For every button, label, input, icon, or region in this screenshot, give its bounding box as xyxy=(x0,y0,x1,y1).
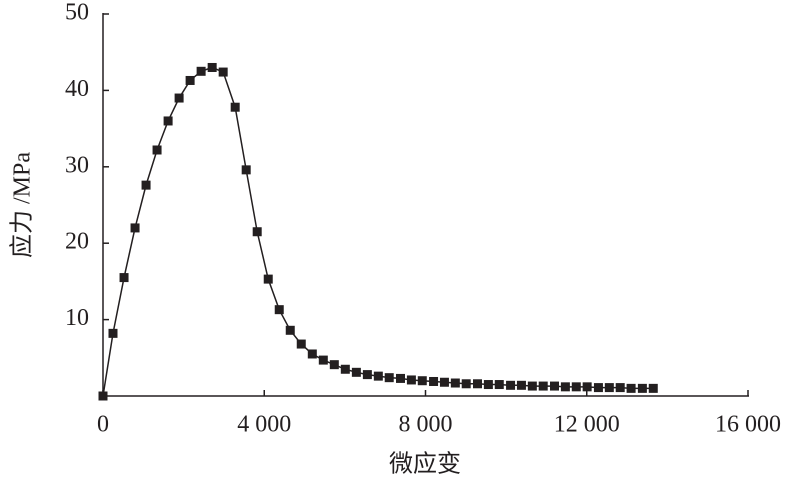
y-tick-label: 10 xyxy=(65,305,89,331)
data-point xyxy=(593,383,603,393)
y-tick-label: 50 xyxy=(65,0,89,26)
x-tick-label: 4 000 xyxy=(237,412,291,438)
x-tick-label: 0 xyxy=(97,412,109,438)
data-point xyxy=(550,381,559,391)
data-point xyxy=(439,377,449,387)
data-point xyxy=(582,382,592,392)
data-point xyxy=(285,325,295,335)
data-point xyxy=(329,360,339,370)
data-point xyxy=(196,66,206,76)
data-point xyxy=(307,349,317,359)
data-point xyxy=(218,67,228,77)
data-point xyxy=(396,373,406,383)
data-point xyxy=(615,383,625,393)
data-point xyxy=(473,379,483,389)
data-point xyxy=(417,376,427,386)
data-point xyxy=(560,382,570,392)
data-point xyxy=(274,305,284,315)
data-point xyxy=(340,364,350,374)
data-point xyxy=(119,273,129,283)
data-point xyxy=(538,381,548,391)
y-tick-label: 20 xyxy=(65,229,89,255)
data-point xyxy=(637,383,647,393)
data-point xyxy=(516,380,526,390)
data-point xyxy=(483,380,493,390)
data-point xyxy=(362,370,372,380)
data-point xyxy=(626,383,636,393)
x-axis-label: 微应变 xyxy=(389,451,461,478)
data-point xyxy=(406,375,416,385)
data-point xyxy=(98,391,108,401)
data-point xyxy=(318,355,328,365)
data-point xyxy=(506,380,516,390)
y-tick-label: 30 xyxy=(65,152,89,178)
data-point xyxy=(152,145,162,155)
x-tick-label: 8 000 xyxy=(399,412,453,438)
data-point xyxy=(163,116,173,126)
data-point xyxy=(185,75,195,85)
data-point xyxy=(130,223,140,233)
data-point xyxy=(571,382,581,392)
data-point xyxy=(141,180,151,190)
data-point xyxy=(241,165,251,175)
data-point xyxy=(230,102,240,112)
data-point xyxy=(494,380,504,390)
data-point xyxy=(252,227,262,237)
data-point xyxy=(384,373,394,383)
data-point xyxy=(450,378,460,388)
data-point xyxy=(373,371,383,381)
data-line xyxy=(102,66,654,397)
y-tick-label: 40 xyxy=(65,76,89,102)
data-point xyxy=(174,93,184,103)
x-tick-label: 16 000 xyxy=(715,412,781,438)
data-point xyxy=(527,381,537,391)
data-point xyxy=(263,274,273,284)
data-point xyxy=(648,383,658,393)
data-point xyxy=(461,379,471,389)
y-axis-label: 应力 /MPa xyxy=(9,152,36,258)
data-point xyxy=(296,339,306,349)
data-point xyxy=(604,383,614,393)
x-tick-label: 12 000 xyxy=(554,412,620,438)
data-point xyxy=(351,367,361,377)
data-point xyxy=(429,376,439,386)
data-point xyxy=(108,328,118,338)
data-point xyxy=(207,62,217,72)
